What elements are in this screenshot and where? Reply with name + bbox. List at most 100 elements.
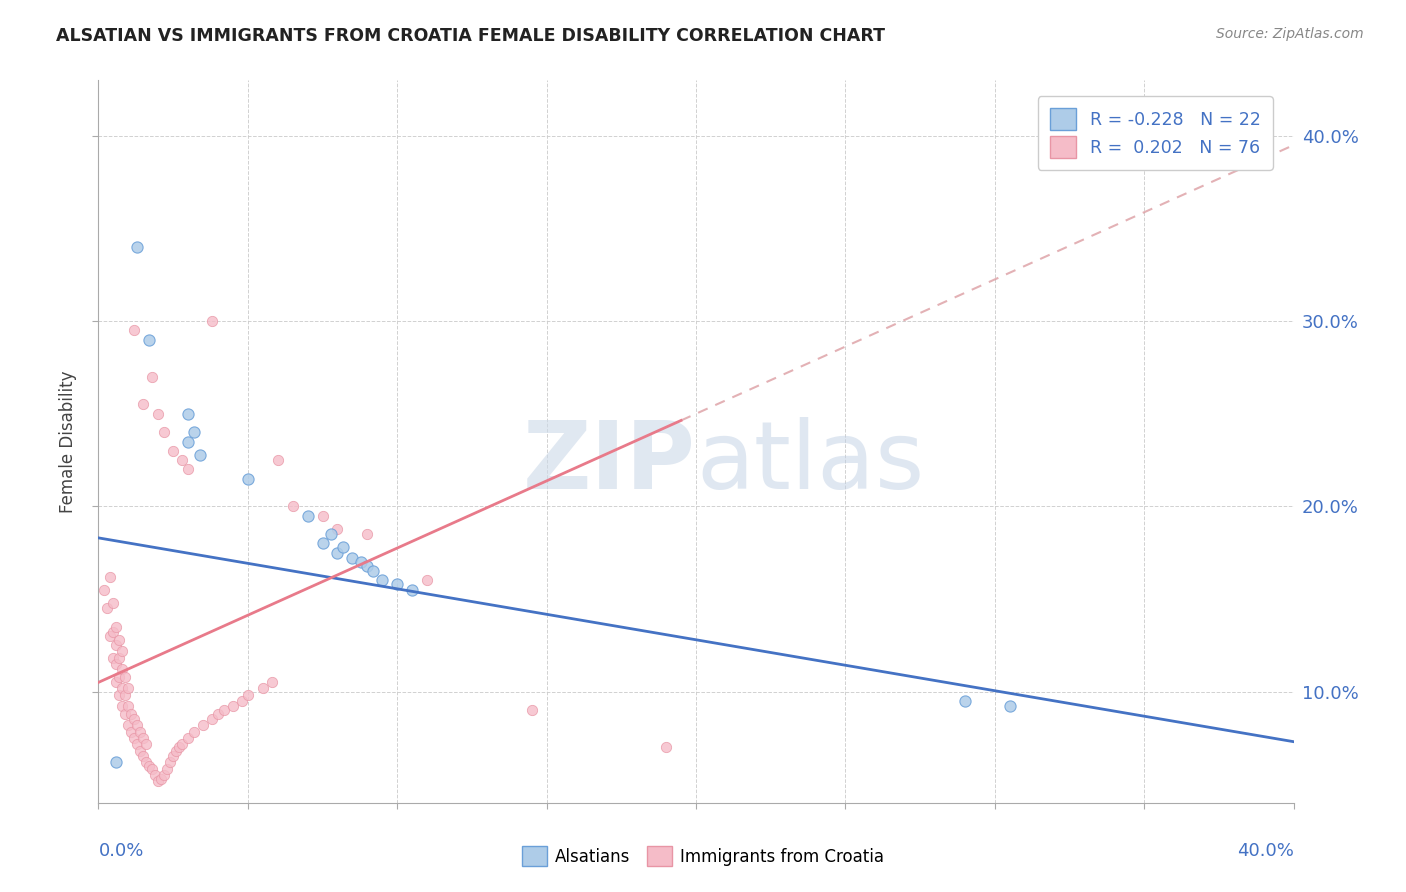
Point [655, 740, 678, 755]
Point [132, 397, 155, 411]
Point [111, 644, 134, 658]
Point [114, 706, 136, 721]
Point [148, 407, 170, 421]
Point [311, 536, 333, 550]
Point [191, 718, 214, 732]
Point [127, 240, 149, 254]
Text: 40.0%: 40.0% [1237, 842, 1294, 860]
Text: atlas: atlas [696, 417, 924, 509]
Point [297, 508, 319, 523]
Point [236, 689, 259, 703]
Point [188, 448, 211, 462]
Point [141, 763, 163, 777]
Point [124, 731, 146, 745]
Point [326, 546, 349, 560]
Point [124, 323, 146, 337]
Point [416, 574, 439, 588]
Point [98, 629, 122, 643]
Point [371, 574, 394, 588]
Point [156, 763, 179, 777]
Point [96, 601, 118, 615]
Point [129, 725, 152, 739]
Point [108, 689, 131, 703]
Point [177, 462, 200, 476]
Text: ZIP: ZIP [523, 417, 696, 509]
Point [153, 768, 176, 782]
Point [363, 564, 385, 578]
Text: Source: ZipAtlas.com: Source: ZipAtlas.com [1216, 27, 1364, 41]
Point [162, 443, 184, 458]
Point [321, 527, 343, 541]
Point [111, 662, 134, 676]
Point [103, 625, 125, 640]
Point [124, 713, 146, 727]
Point [332, 540, 354, 554]
Point [108, 670, 131, 684]
Point [236, 472, 259, 486]
Point [252, 681, 274, 695]
Point [267, 453, 290, 467]
Point [385, 577, 409, 591]
Point [132, 749, 155, 764]
Point [105, 620, 128, 634]
Point [326, 522, 349, 536]
Point [520, 703, 543, 717]
Point [167, 740, 190, 755]
Point [260, 675, 283, 690]
Point [231, 694, 253, 708]
Point [127, 718, 149, 732]
Point [111, 699, 134, 714]
Point [311, 508, 333, 523]
Point [162, 749, 184, 764]
Point [132, 731, 155, 745]
Point [998, 699, 1021, 714]
Point [356, 558, 378, 573]
Point [212, 703, 235, 717]
Legend: R = -0.228   N = 22, R =  0.202   N = 76: R = -0.228 N = 22, R = 0.202 N = 76 [1038, 96, 1272, 169]
Point [105, 638, 128, 652]
Point [153, 425, 176, 440]
Point [177, 434, 200, 449]
Point [201, 314, 224, 328]
Point [953, 694, 976, 708]
Point [342, 551, 364, 566]
Point [138, 758, 160, 772]
Point [172, 737, 194, 751]
Point [120, 706, 142, 721]
Point [207, 706, 229, 721]
Point [103, 651, 125, 665]
Point [127, 737, 149, 751]
Point [159, 755, 181, 769]
Point [120, 725, 142, 739]
Point [141, 369, 163, 384]
Point [183, 725, 205, 739]
Text: 0.0%: 0.0% [98, 842, 143, 860]
Point [105, 675, 128, 690]
Y-axis label: Female Disability: Female Disability [59, 370, 77, 513]
Point [183, 425, 205, 440]
Point [105, 657, 128, 671]
Point [111, 681, 134, 695]
Point [103, 596, 125, 610]
Point [117, 699, 139, 714]
Point [138, 333, 160, 347]
Point [281, 500, 304, 514]
Point [177, 407, 200, 421]
Point [222, 699, 245, 714]
Point [143, 768, 166, 782]
Point [401, 582, 423, 597]
Point [150, 772, 173, 786]
Point [135, 755, 157, 769]
Point [148, 773, 170, 788]
Point [114, 670, 136, 684]
Point [105, 755, 128, 769]
Point [350, 555, 373, 569]
Point [165, 744, 187, 758]
Point [117, 718, 139, 732]
Point [93, 582, 115, 597]
Point [117, 681, 139, 695]
Point [98, 570, 122, 584]
Point [108, 651, 131, 665]
Point [172, 453, 194, 467]
Point [177, 731, 200, 745]
